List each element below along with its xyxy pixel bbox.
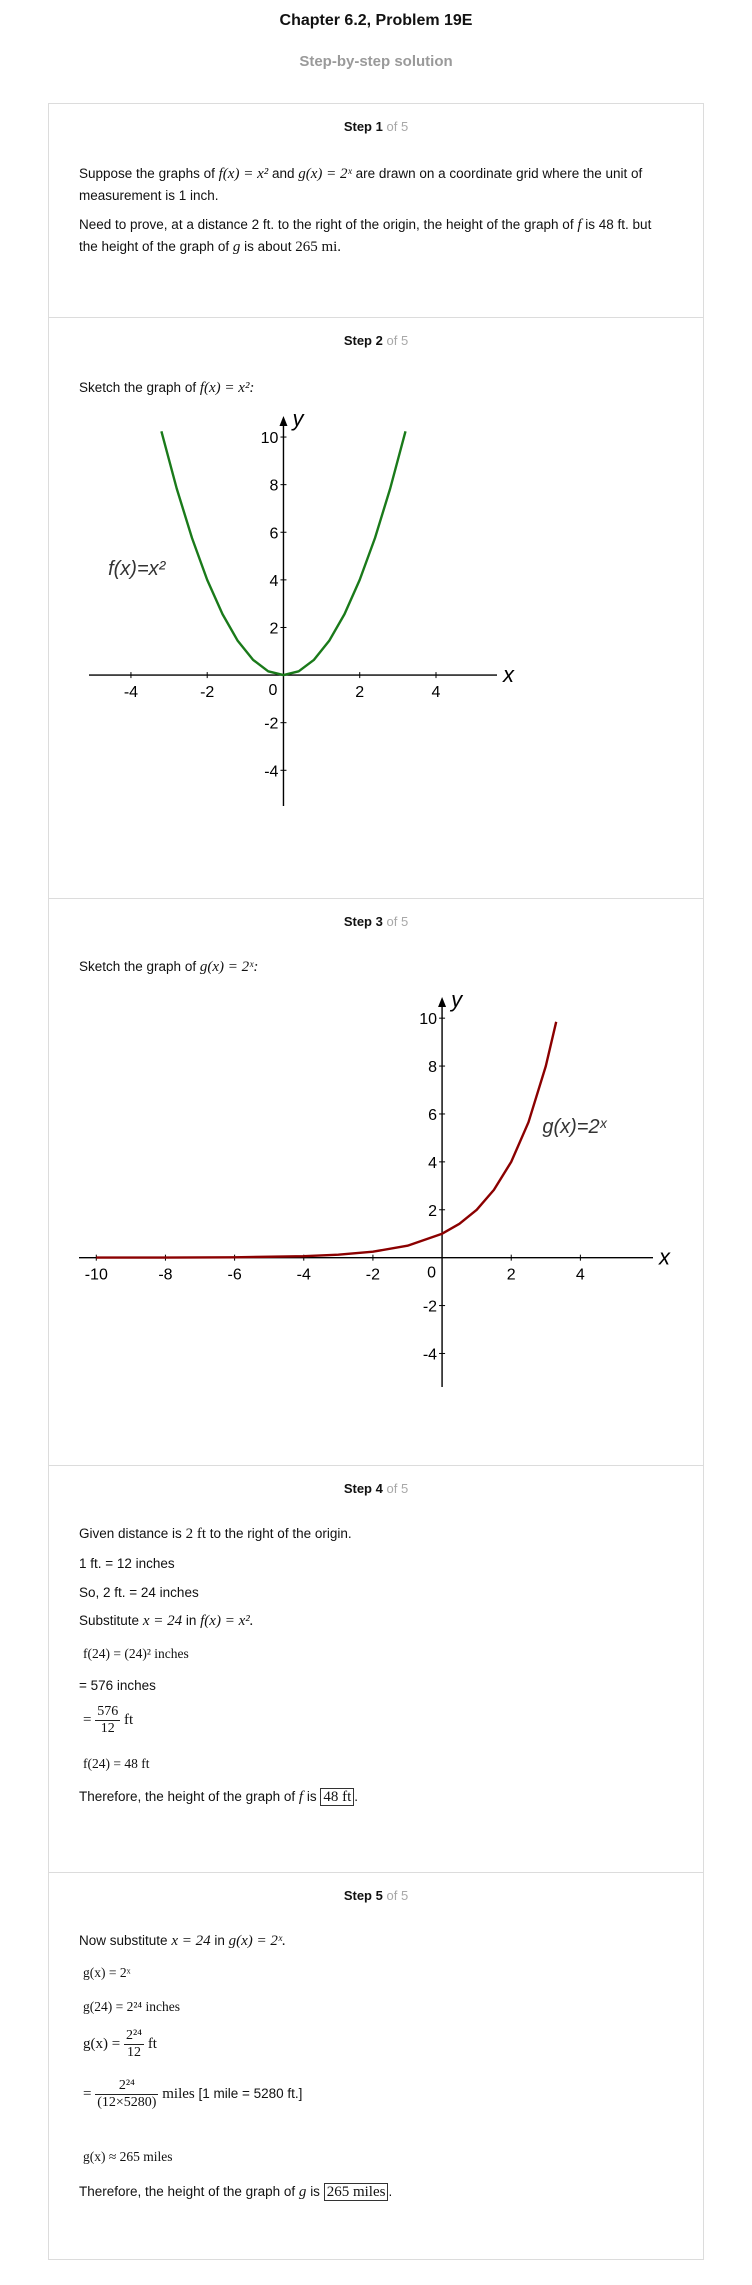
step-1-paragraph-1: Suppose the graphs of f(x) = x² and g(x)… <box>79 166 643 203</box>
page-title: Chapter 6.2, Problem 19E <box>279 12 473 29</box>
solution-container: Step 1 of 5 Suppose the graphs of f(x) =… <box>48 103 704 2260</box>
step-5-line-1: Now substitute x = 24 in g(x) = 2ˣ. <box>79 1933 286 1949</box>
step-4-line-6: = 576 inches <box>79 1678 156 1693</box>
x-tick-label: -10 <box>85 1267 108 1284</box>
y-axis-label: y <box>290 406 305 431</box>
step-1-header: Step 1 of 5 <box>343 119 409 134</box>
origin-label: 0 <box>269 682 278 699</box>
step-5-header: Step 5 of 5 <box>343 1888 409 1903</box>
origin-label: 0 <box>427 1265 436 1282</box>
x-tick-label: 4 <box>576 1267 585 1284</box>
step-5: Step 5 of 5 Now substitute x = 24 in g(x… <box>49 1873 703 2259</box>
step-4-line-8: f(24) = 48 ft <box>83 1756 150 1771</box>
step-2-text: Sketch the graph of f(x) = x²: <box>79 380 255 396</box>
x-tick-label: -4 <box>297 1267 311 1284</box>
answer-box: 48 ft <box>320 1788 355 1806</box>
y-tick-label: -4 <box>264 763 278 780</box>
step-1: Step 1 of 5 Suppose the graphs of f(x) =… <box>49 104 703 318</box>
step-4-line-7: = 576 12 ft <box>83 1704 134 1736</box>
step-4-line-1: Given distance is 2 ft to the right of t… <box>79 1526 352 1542</box>
step-4-line-2: 1 ft. = 12 inches <box>79 1556 175 1571</box>
y-tick-label: 2 <box>270 620 279 637</box>
exponential-chart: x y -10 -8 -6 -4 -2 2 4 -4 -2 2 4 6 8 10 0 g(x)=2ˣ <box>79 987 671 1387</box>
y-tick-label: 4 <box>428 1155 437 1172</box>
y-tick-label: 8 <box>428 1059 437 1076</box>
step-4-header: Step 4 of 5 <box>343 1481 409 1496</box>
y-tick-label: 2 <box>428 1203 437 1220</box>
x-tick-label: -8 <box>158 1267 172 1284</box>
x-tick-label: -4 <box>124 684 138 701</box>
y-tick-label: 6 <box>428 1107 437 1124</box>
step-5-line-4: g(x) = 2²⁴ 12 ft <box>83 2028 157 2060</box>
curve-label: f(x)=x² <box>108 558 167 580</box>
parabola-chart: x y -4 -2 2 4 -4 -2 2 4 6 8 10 0 f(x)=x² <box>89 406 515 806</box>
step-5-line-6: g(x) ≈ 265 miles <box>83 2149 173 2164</box>
y-axis-label: y <box>449 987 464 1012</box>
curve-line <box>96 1021 558 1259</box>
step-1-paragraph-2: Need to prove, at a distance 2 ft. to th… <box>79 217 652 256</box>
x-tick-label: -2 <box>366 1267 380 1284</box>
x-axis-label: x <box>502 662 515 687</box>
x-axis-label: x <box>658 1245 671 1270</box>
step-1-body: Suppose the graphs of f(x) = x² and g(x)… <box>49 164 703 259</box>
y-tick-label: 10 <box>419 1011 437 1028</box>
y-axis-arrow <box>279 416 288 426</box>
answer-box: 265 miles <box>323 2183 389 2201</box>
curve-label: g(x)=2ˣ <box>542 1116 607 1138</box>
y-tick-label: 6 <box>270 525 279 542</box>
y-tick-label: -2 <box>264 716 278 733</box>
page-subtitle: Step-by-step solution <box>299 53 453 70</box>
x-tick-label: -2 <box>200 684 214 701</box>
step-5-conclusion: Therefore, the height of the graph of g … <box>79 2183 393 2201</box>
step-4-conclusion: Therefore, the height of the graph of f … <box>79 1788 359 1806</box>
x-tick-label: -6 <box>227 1267 241 1284</box>
step-3: Step 3 of 5 Sketch the graph of g(x) = 2… <box>49 899 703 1466</box>
step-5-line-3: g(24) = 2²⁴ inches <box>83 1999 180 2014</box>
step-5-line-5: = 2²⁴ (12×5280) miles [1 mile = 5280 ft.] <box>83 2078 303 2110</box>
step-2-header: Step 2 of 5 <box>343 333 409 348</box>
curve-line <box>160 430 407 677</box>
x-tick-label: 4 <box>432 684 441 701</box>
y-tick-label: 8 <box>270 478 279 495</box>
step-4-line-3: So, 2 ft. = 24 inches <box>79 1585 199 1600</box>
y-tick-label: 10 <box>261 430 279 447</box>
step-3-text: Sketch the graph of g(x) = 2ˣ: <box>79 959 259 975</box>
step-4-line-5: f(24) = (24)² inches <box>83 1646 189 1661</box>
y-tick-label: -2 <box>423 1299 437 1316</box>
y-tick-label: 4 <box>270 573 279 590</box>
step-5-line-2: g(x) = 2ˣ <box>83 1965 131 1980</box>
step-4-line-4: Substitute x = 24 in f(x) = x². <box>79 1613 254 1629</box>
step-4: Step 4 of 5 Given distance is 2 ft to th… <box>49 1466 703 1873</box>
y-axis-arrow <box>438 997 447 1007</box>
y-tick-label: -4 <box>423 1346 437 1363</box>
step-2: Step 2 of 5 Sketch the graph of f(x) = x… <box>49 318 703 899</box>
step-3-header: Step 3 of 5 <box>343 914 409 929</box>
x-tick-label: 2 <box>355 684 364 701</box>
x-tick-label: 2 <box>507 1267 516 1284</box>
